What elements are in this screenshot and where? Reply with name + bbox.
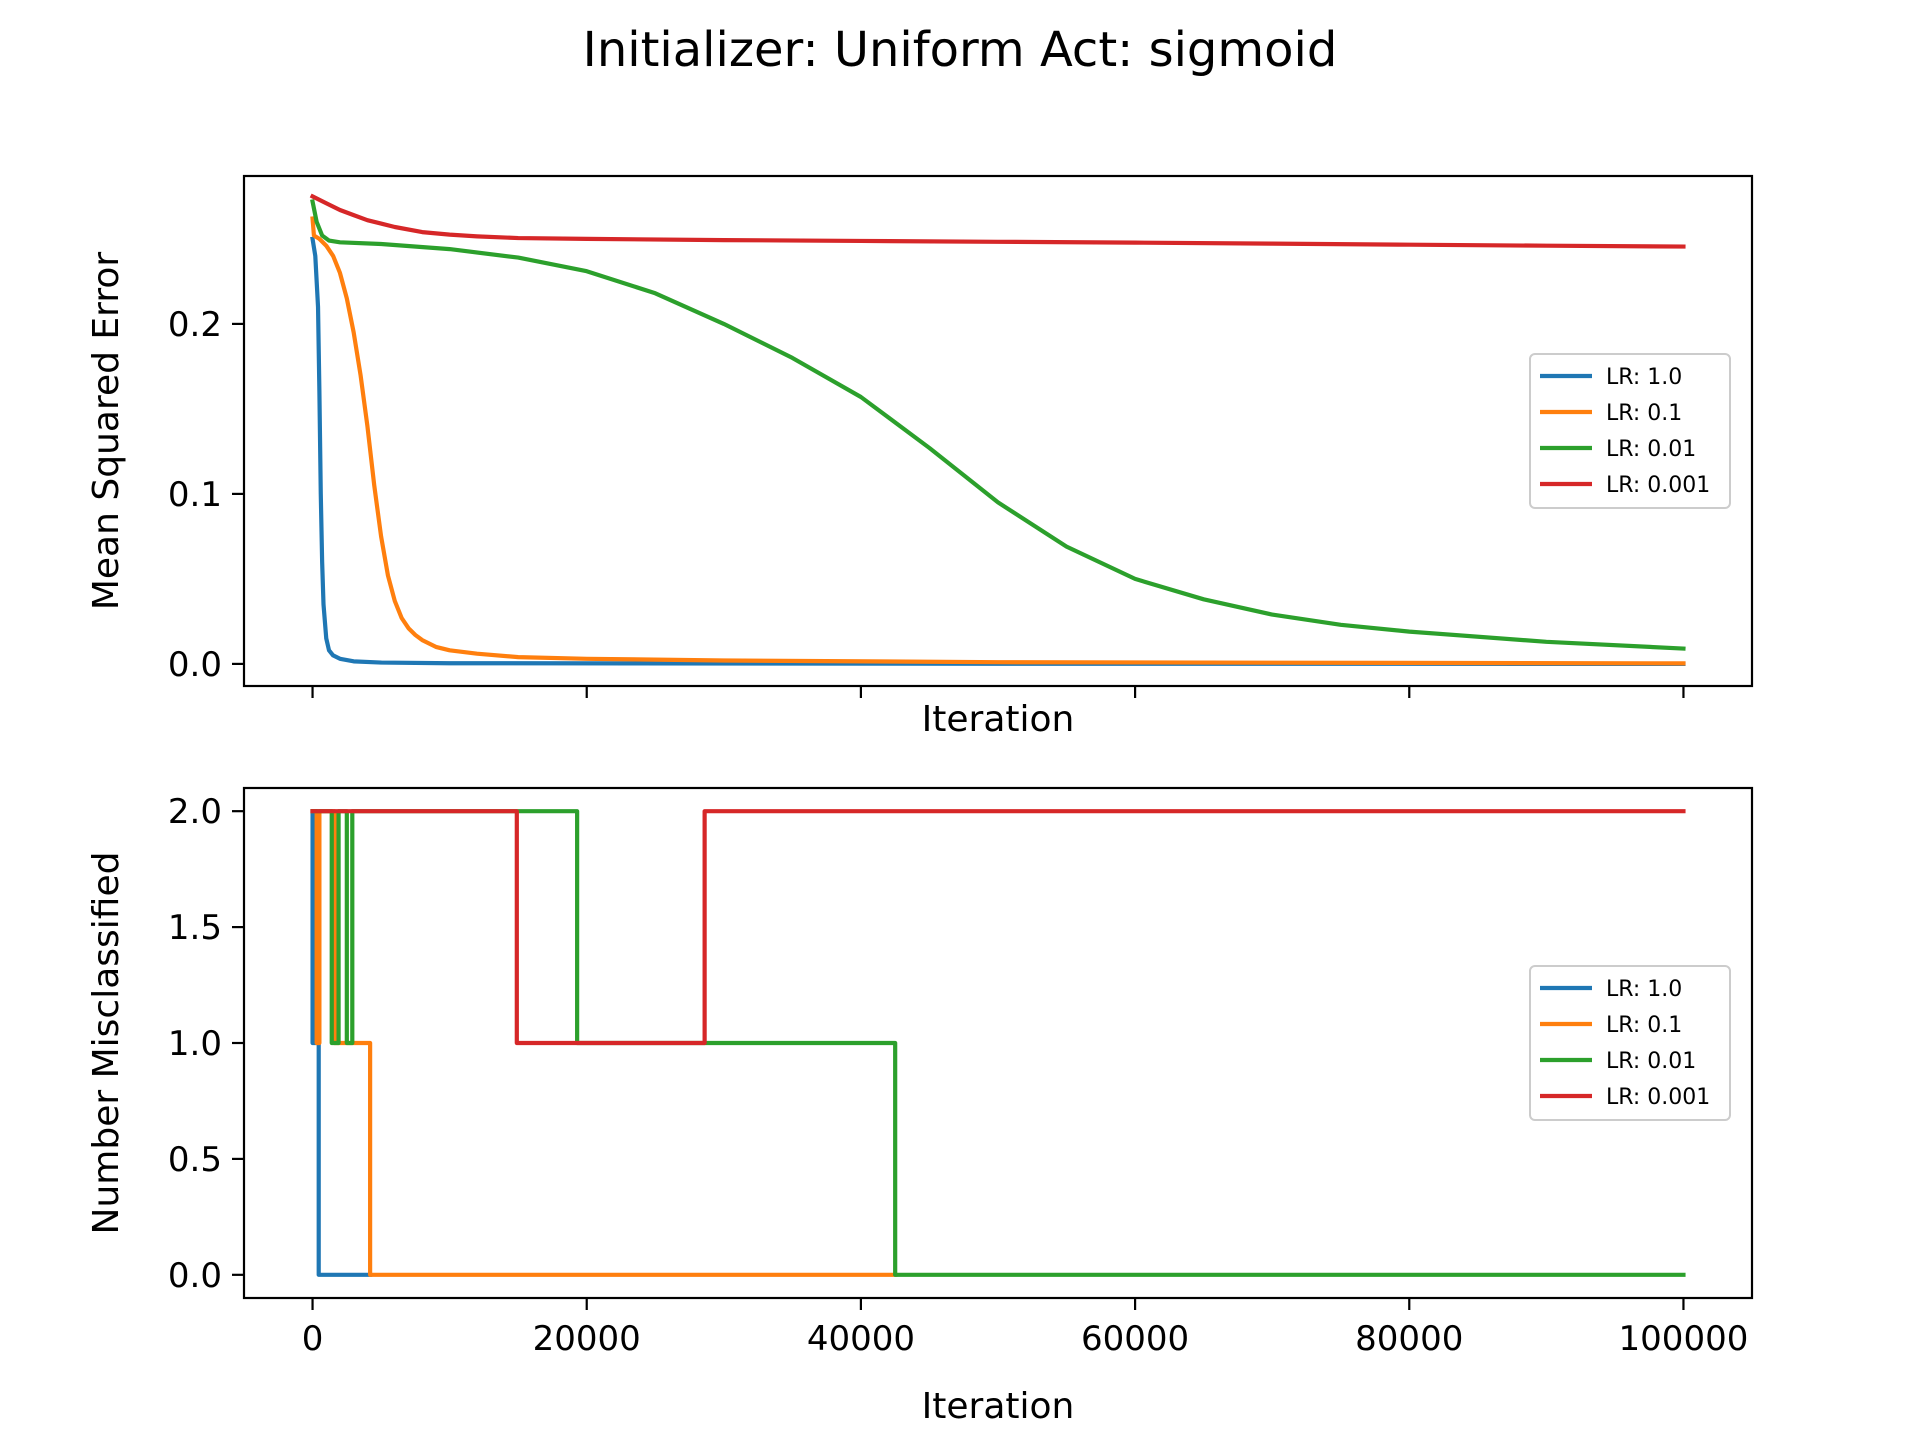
axes-frame	[242, 174, 1754, 688]
series-line-lr-0-001	[310, 809, 1686, 1046]
legend-label: LR: 1.0	[1606, 365, 1682, 390]
series-line-lr-1-0	[310, 236, 1686, 667]
legend-label: LR: 0.001	[1606, 1085, 1710, 1110]
legend-label: LR: 0.01	[1606, 437, 1696, 462]
series-line-lr-0-01	[310, 199, 1686, 651]
y-tick-label: 0.0	[168, 645, 222, 685]
y-tick-label: 1.5	[168, 908, 222, 948]
y-axis-label: Mean Squared Error	[86, 252, 127, 611]
legend-label: LR: 0.01	[1606, 1049, 1696, 1074]
series-line-lr-0-001	[309, 193, 1686, 249]
x-axis-label: Iteration	[922, 1386, 1075, 1427]
x-tick-label: 80000	[1355, 1319, 1463, 1359]
misclassified-subplot: 0 20000 40000 60000 80000 100000 0.0 0.5 1.0 1.5 2…	[86, 786, 1754, 1427]
y-tick-label: 0.1	[168, 475, 222, 515]
y-tick-label: 0.2	[168, 305, 222, 345]
y-tick-label: 1.0	[168, 1024, 222, 1064]
figure-title: Initializer: Uniform Act: sigmoid	[583, 22, 1338, 78]
x-tick-label: 20000	[533, 1319, 641, 1359]
mse-subplot: 0.0 0.1 0.2 Iteration Mean Squared Error LR: …	[86, 174, 1754, 740]
y-tick-label: 0.5	[168, 1140, 222, 1180]
y-tick-label: 0.0	[168, 1256, 222, 1296]
x-tick-label: 100000	[1619, 1319, 1749, 1359]
x-tick-label: 0	[302, 1319, 324, 1359]
legend-label: LR: 0.001	[1606, 473, 1710, 498]
legend-frame	[1529, 965, 1731, 1121]
y-axis-label: Number Misclassified	[86, 852, 127, 1235]
legend: LR: 1.0 LR: 0.1 LR: 0.01 LR: 0.001	[1529, 965, 1731, 1121]
x-axis-label: Iteration	[922, 699, 1075, 740]
y-tick-label: 2.0	[168, 792, 222, 832]
legend-frame	[1529, 353, 1731, 509]
series-line-lr-0-1	[310, 216, 1686, 666]
x-tick-label: 60000	[1081, 1319, 1189, 1359]
legend-label: LR: 1.0	[1606, 977, 1682, 1002]
legend: LR: 1.0 LR: 0.1 LR: 0.01 LR: 0.001	[1529, 353, 1731, 509]
legend-label: LR: 0.1	[1606, 1013, 1682, 1038]
legend-label: LR: 0.1	[1606, 401, 1682, 426]
x-tick-label: 40000	[807, 1319, 915, 1359]
series-line-lr-0-01	[310, 809, 1686, 1277]
